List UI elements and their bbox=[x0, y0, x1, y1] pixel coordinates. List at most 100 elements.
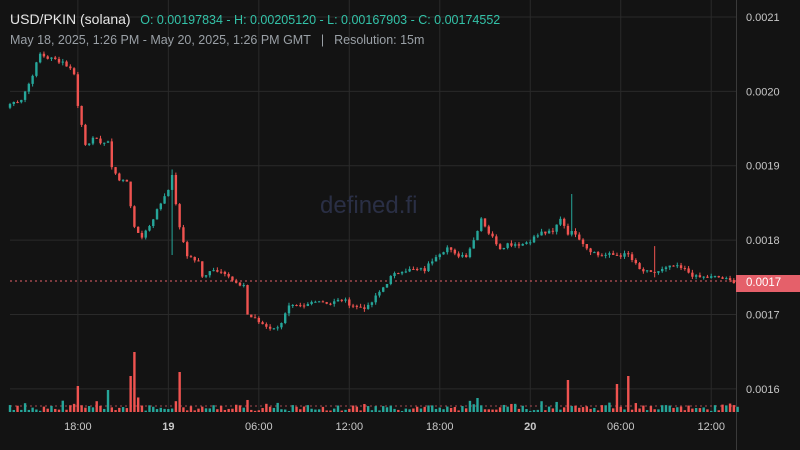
candle-body bbox=[201, 261, 204, 277]
x-tick-label: 18:00 bbox=[64, 421, 92, 433]
candle-body bbox=[317, 301, 321, 303]
volume-bar bbox=[140, 405, 144, 412]
candle-body bbox=[457, 253, 460, 257]
volume-bar bbox=[600, 405, 604, 412]
candle-body bbox=[510, 243, 513, 246]
volume-bar bbox=[461, 406, 464, 412]
volume-bar bbox=[76, 386, 80, 412]
candle-body bbox=[694, 275, 698, 277]
volume-bar bbox=[400, 410, 404, 412]
volume-bar bbox=[487, 409, 490, 412]
candle-body bbox=[649, 270, 653, 272]
volume-bar bbox=[661, 405, 664, 412]
volume-bar bbox=[472, 404, 475, 412]
candle-body bbox=[612, 253, 615, 255]
volume-bar bbox=[80, 405, 83, 412]
candle-body bbox=[167, 189, 170, 197]
candle-body bbox=[608, 253, 611, 255]
volume-bar bbox=[231, 408, 234, 412]
candle-body bbox=[464, 255, 468, 258]
volume-bar bbox=[110, 407, 113, 412]
volume-bar bbox=[136, 397, 140, 412]
candle-body bbox=[529, 242, 532, 244]
candle-body bbox=[84, 124, 87, 145]
volume-bar bbox=[498, 407, 502, 412]
volume-bar bbox=[163, 408, 166, 412]
candle-body bbox=[148, 226, 151, 231]
volume-bar bbox=[547, 406, 551, 412]
volume-bar bbox=[630, 409, 634, 412]
volume-bar bbox=[446, 406, 449, 412]
candle-body bbox=[400, 272, 404, 274]
candle-body bbox=[570, 230, 573, 235]
volume-bar bbox=[106, 390, 110, 412]
candle-body bbox=[438, 254, 441, 258]
watermark: defined.fi bbox=[320, 192, 418, 219]
volume-bar bbox=[344, 409, 347, 412]
volume-bar bbox=[449, 407, 453, 412]
volume-bar bbox=[540, 401, 543, 412]
candle-body bbox=[238, 282, 242, 286]
candle-body bbox=[468, 248, 472, 258]
volume-bar bbox=[317, 409, 321, 412]
candle-body bbox=[99, 138, 102, 144]
candle-body bbox=[295, 305, 298, 307]
candle-body bbox=[513, 244, 517, 246]
candle-body bbox=[604, 254, 607, 256]
volume-bar bbox=[84, 407, 87, 412]
volume-bar bbox=[736, 406, 739, 412]
candle-body bbox=[487, 226, 490, 234]
candle-body bbox=[189, 256, 193, 258]
candle-body bbox=[664, 267, 668, 269]
candle-body bbox=[54, 57, 57, 60]
candle-body bbox=[710, 276, 713, 278]
candle-body bbox=[46, 56, 49, 59]
volume-bar bbox=[382, 406, 385, 412]
candle-body bbox=[502, 247, 506, 250]
chart-header: USD/PKIN (solana) O: 0.00197834 - H: 0.0… bbox=[10, 11, 500, 27]
candle-body bbox=[472, 240, 475, 249]
candle-body bbox=[223, 271, 227, 275]
volume-bar bbox=[333, 408, 336, 412]
volume-bar bbox=[370, 410, 374, 412]
candle-body bbox=[404, 271, 408, 273]
volume-bar bbox=[502, 404, 506, 412]
candle-body bbox=[31, 75, 34, 84]
x-tick-label: 06:00 bbox=[607, 421, 635, 433]
candle-body bbox=[495, 236, 498, 245]
candle-body bbox=[378, 291, 381, 296]
volume-bar bbox=[423, 406, 426, 412]
candle-body bbox=[544, 231, 547, 234]
volume-bar bbox=[393, 408, 396, 412]
volume-bar bbox=[167, 409, 170, 412]
candle-body bbox=[125, 179, 129, 182]
candle-body bbox=[619, 255, 622, 257]
volume-bar bbox=[212, 405, 215, 412]
candle-body bbox=[208, 271, 212, 276]
volume-bar bbox=[65, 409, 68, 412]
volume-bar bbox=[732, 405, 736, 412]
time-axis: 18:00 19 06:00 12:00 18:00 20 06:00 12:00 bbox=[64, 421, 725, 433]
volume-bar bbox=[291, 405, 294, 412]
candle-body bbox=[340, 299, 343, 301]
date-range: May 18, 2025, 1:26 PM - May 20, 2025, 1:… bbox=[10, 33, 311, 47]
volume-bar bbox=[185, 410, 189, 412]
volume-bar bbox=[35, 409, 38, 412]
volume-bar bbox=[182, 407, 185, 412]
candle-body bbox=[227, 274, 230, 277]
candle-body bbox=[642, 269, 645, 272]
volume-bar bbox=[253, 410, 257, 412]
y-tick-label: 0.0021 bbox=[746, 12, 780, 24]
candle-body bbox=[427, 263, 430, 272]
volume-bar bbox=[280, 409, 283, 412]
candle-body bbox=[174, 174, 178, 205]
chart-subheader: May 18, 2025, 1:26 PM - May 20, 2025, 1:… bbox=[10, 33, 424, 47]
candle-body bbox=[306, 303, 310, 306]
volume-bar bbox=[702, 407, 705, 412]
volume-bar bbox=[495, 409, 498, 412]
candle-body bbox=[615, 254, 619, 256]
volume-bar bbox=[404, 408, 408, 412]
candle-body bbox=[461, 255, 464, 257]
candle-body bbox=[118, 173, 121, 181]
